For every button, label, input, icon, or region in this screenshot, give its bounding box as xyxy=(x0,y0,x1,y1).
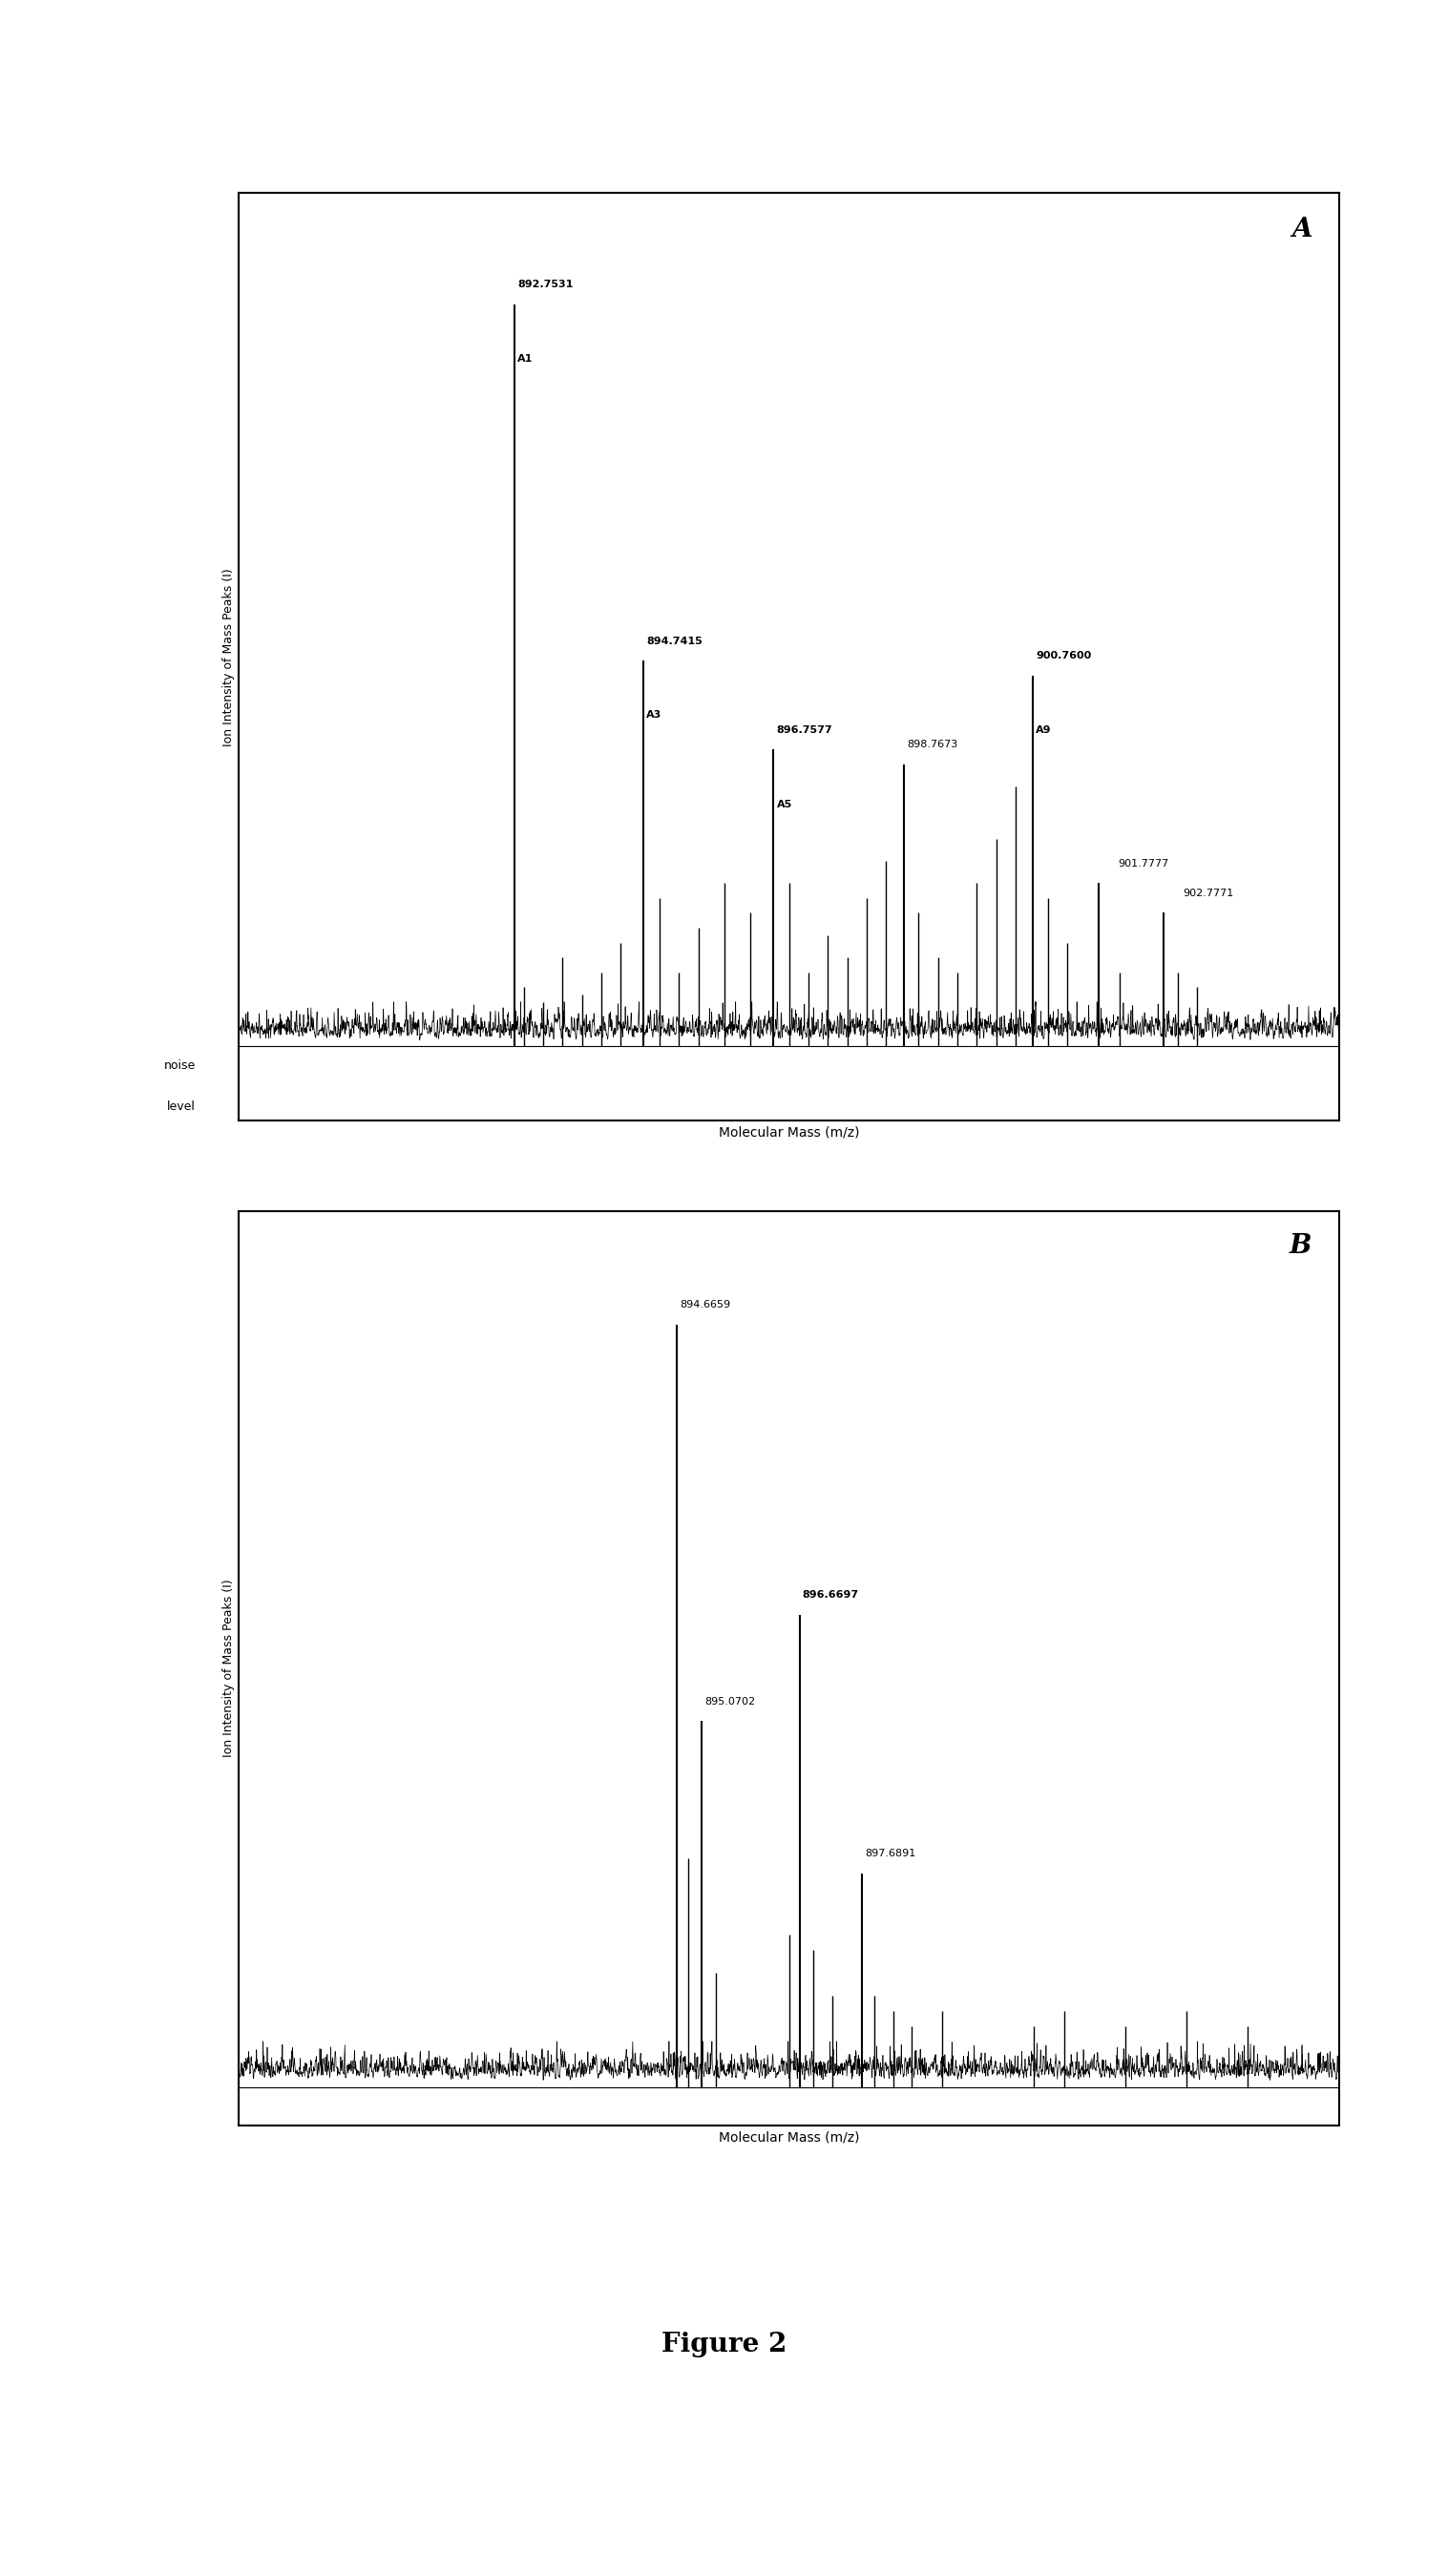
Text: 894.6659: 894.6659 xyxy=(681,1301,731,1309)
Text: A1: A1 xyxy=(517,355,533,363)
Y-axis label: Ion Intensity of Mass Peaks (I): Ion Intensity of Mass Peaks (I) xyxy=(223,1579,235,1757)
Text: 902.7771: 902.7771 xyxy=(1183,889,1234,899)
Text: 892.7531: 892.7531 xyxy=(517,281,573,289)
Text: A: A xyxy=(1292,216,1312,242)
Text: B: B xyxy=(1290,1234,1312,1260)
X-axis label: Molecular Mass (m/z): Molecular Mass (m/z) xyxy=(718,1126,860,1139)
Text: 901.7777: 901.7777 xyxy=(1118,858,1169,868)
Text: Figure 2: Figure 2 xyxy=(662,2331,786,2357)
Text: A3: A3 xyxy=(646,711,662,719)
Text: 900.7600: 900.7600 xyxy=(1035,652,1092,659)
Text: noise: noise xyxy=(164,1059,195,1072)
Text: 898.7673: 898.7673 xyxy=(906,739,957,750)
Text: 896.7577: 896.7577 xyxy=(776,726,833,734)
Text: 896.6697: 896.6697 xyxy=(802,1589,859,1600)
X-axis label: Molecular Mass (m/z): Molecular Mass (m/z) xyxy=(718,2130,860,2143)
Text: 894.7415: 894.7415 xyxy=(646,636,702,647)
Text: A9: A9 xyxy=(1035,726,1051,734)
Text: 897.6891: 897.6891 xyxy=(864,1850,915,1857)
Text: level: level xyxy=(167,1100,195,1113)
Text: 895.0702: 895.0702 xyxy=(705,1698,756,1705)
Text: A5: A5 xyxy=(776,799,792,809)
Y-axis label: Ion Intensity of Mass Peaks (I): Ion Intensity of Mass Peaks (I) xyxy=(223,567,235,747)
